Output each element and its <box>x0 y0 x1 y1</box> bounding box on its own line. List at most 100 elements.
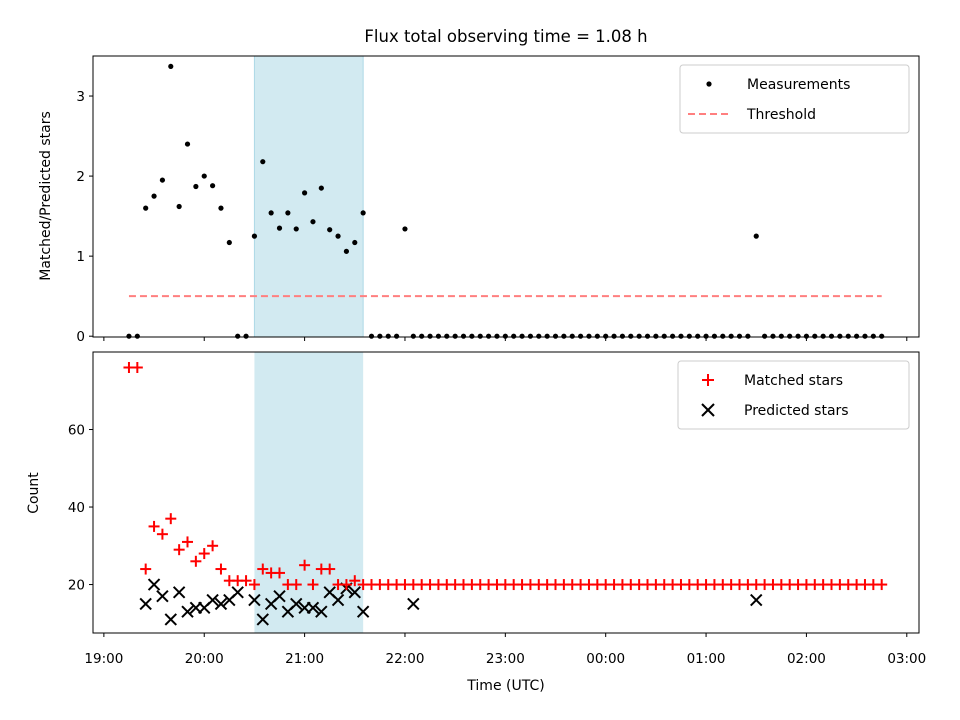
measurement-point <box>636 333 642 339</box>
top-y-tick-label: 0 <box>76 329 85 345</box>
measurement-point <box>201 173 207 179</box>
predicted-star-point <box>750 593 763 607</box>
measurement-point <box>168 63 174 70</box>
measurement-point <box>184 141 191 147</box>
measurement-point <box>787 333 793 339</box>
legend-marker-matched <box>702 374 714 386</box>
measurement-point <box>519 333 525 339</box>
measurement-point <box>368 333 375 339</box>
measurement-point <box>544 333 550 339</box>
measurement-point <box>753 233 759 239</box>
bottom-x-tick-label: 03:00 <box>887 651 926 667</box>
measurement-point <box>711 333 718 339</box>
predicted-star-point <box>331 593 345 607</box>
measurement-point <box>435 333 442 339</box>
measurement-point <box>854 333 860 339</box>
measurement-point <box>619 333 626 339</box>
bottom-highlight-span <box>254 352 364 633</box>
measurement-point <box>460 333 467 339</box>
measurement-point <box>159 177 166 183</box>
measurement-point <box>377 333 383 339</box>
matched-star-point <box>207 540 219 552</box>
measurement-point <box>778 333 784 339</box>
measurement-point <box>302 190 308 196</box>
predicted-star-point <box>273 589 286 603</box>
measurement-point <box>419 333 425 339</box>
matched-stars-points <box>123 362 888 591</box>
measurement-point <box>511 333 517 339</box>
measurement-point <box>795 333 801 339</box>
matched-star-point <box>148 520 160 532</box>
measurement-point <box>644 333 651 339</box>
matched-star-point <box>240 575 252 587</box>
matched-star-point <box>190 555 202 567</box>
predicted-stars-points <box>139 578 763 626</box>
top-x-ticks <box>103 337 908 341</box>
measurement-point <box>285 210 291 216</box>
measurement-point <box>828 333 835 339</box>
bottom-x-tick-label: 02:00 <box>787 651 826 667</box>
measurement-point <box>235 333 241 339</box>
top-highlight-span <box>254 56 364 337</box>
predicted-star-point <box>164 613 177 626</box>
measurement-point <box>134 333 140 339</box>
predicted-star-point <box>214 597 228 611</box>
matched-star-point <box>349 575 361 587</box>
measurement-point <box>578 333 584 339</box>
bottom-y-tick-label: 20 <box>68 578 85 594</box>
measurement-point <box>845 333 851 339</box>
predicted-star-point <box>181 605 194 618</box>
bottom-x-tick-label: 19:00 <box>84 651 123 667</box>
matched-star-point <box>131 362 143 374</box>
matched-star-point <box>182 536 194 548</box>
matched-star-point <box>248 579 260 591</box>
top-y-tick-label: 3 <box>76 89 85 105</box>
measurement-point <box>720 333 726 339</box>
threshold-line-group <box>128 56 882 337</box>
measurement-point <box>126 333 132 339</box>
predicted-star-point <box>256 613 269 626</box>
measurement-point <box>143 205 149 211</box>
bottom-legend: Matched stars Predicted stars <box>677 360 910 430</box>
matched-star-point <box>299 559 311 571</box>
matched-star-point <box>324 563 336 575</box>
legend-label-matched: Matched stars <box>744 373 843 389</box>
measurement-point <box>343 248 350 254</box>
measurement-point <box>251 233 258 239</box>
matched-star-point <box>198 548 210 560</box>
measurement-point <box>569 333 575 339</box>
measurement-point <box>226 239 232 246</box>
measurement-point <box>352 239 358 246</box>
measurement-point <box>469 333 475 339</box>
measurement-point <box>770 333 776 339</box>
top-y-tick-label: 1 <box>76 249 85 265</box>
matched-star-point <box>215 563 227 575</box>
measurement-point <box>611 333 617 339</box>
matched-star-point <box>290 579 302 591</box>
predicted-star-point <box>139 597 152 611</box>
measurement-point <box>218 205 224 211</box>
bottom-legend-box <box>677 360 910 430</box>
bottom-y-axis-label: Count <box>26 472 42 514</box>
measurement-point <box>268 210 274 216</box>
matched-star-point <box>876 579 888 591</box>
predicted-star-point <box>156 589 169 603</box>
bottom-y-tick-label: 60 <box>68 423 85 439</box>
predicted-star-point <box>407 597 420 611</box>
bottom-x-tick-label: 00:00 <box>586 651 625 667</box>
measurement-point <box>820 333 826 339</box>
predicted-star-point <box>315 605 328 618</box>
predicted-star-point <box>231 586 244 599</box>
measurement-point <box>176 203 182 210</box>
bottom-y-tick-label: 40 <box>68 500 85 516</box>
x-axis-label: Time (UTC) <box>466 678 544 694</box>
measurement-point <box>678 333 684 339</box>
measurement-point <box>477 333 483 339</box>
measurement-point <box>335 233 341 239</box>
bottom-x-tick-label: 23:00 <box>486 651 525 667</box>
bottom-panel: 20 40 60 19:00 20:00 21:00 22:00 23:00 00:00 01:… <box>26 351 926 694</box>
measurement-point <box>527 333 534 339</box>
bottom-x-tick-label: 01:00 <box>687 651 726 667</box>
measurement-point <box>561 333 567 339</box>
bottom-x-ticks: 19:00 20:00 21:00 22:00 23:00 00:00 01:00 02:00… <box>84 633 926 667</box>
